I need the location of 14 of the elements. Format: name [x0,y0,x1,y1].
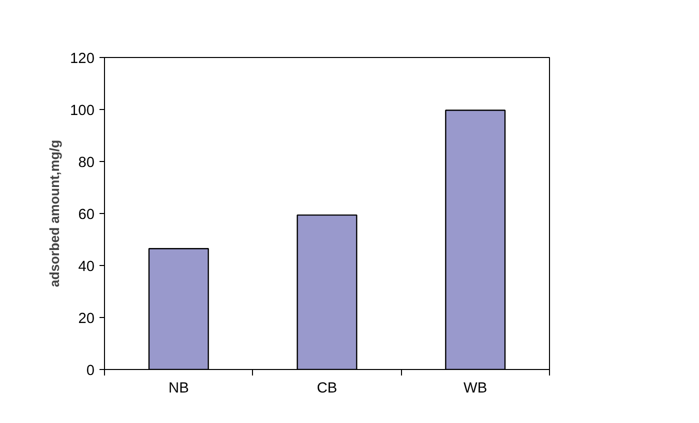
y-tick-label: 80 [78,155,95,171]
x-tick-label: NB [168,380,189,396]
y-tick-label: 60 [78,207,95,223]
y-tick-label: 100 [70,103,95,119]
y-axis-title: adsorbed amount,mg/g [47,140,62,288]
x-tick-label: WB [464,380,488,396]
y-tick-label: 0 [86,363,95,379]
y-tick-label: 120 [70,51,95,67]
bar [148,248,209,370]
bar [445,110,506,370]
y-tick-label: 20 [78,311,95,327]
x-tick-label: CB [316,380,338,396]
bar [296,214,358,370]
y-tick-label: 40 [78,259,95,275]
